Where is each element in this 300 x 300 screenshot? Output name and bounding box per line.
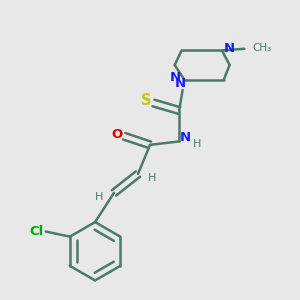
Text: H: H <box>95 192 104 202</box>
Text: Cl: Cl <box>29 225 43 238</box>
Text: N: N <box>170 71 181 84</box>
Text: H: H <box>148 173 157 183</box>
Text: O: O <box>111 128 122 141</box>
Text: H: H <box>193 139 201 149</box>
Text: N: N <box>180 131 191 144</box>
Text: CH₃: CH₃ <box>252 43 271 53</box>
Text: N: N <box>224 42 235 55</box>
Text: S: S <box>141 93 151 108</box>
Text: N: N <box>174 76 185 90</box>
